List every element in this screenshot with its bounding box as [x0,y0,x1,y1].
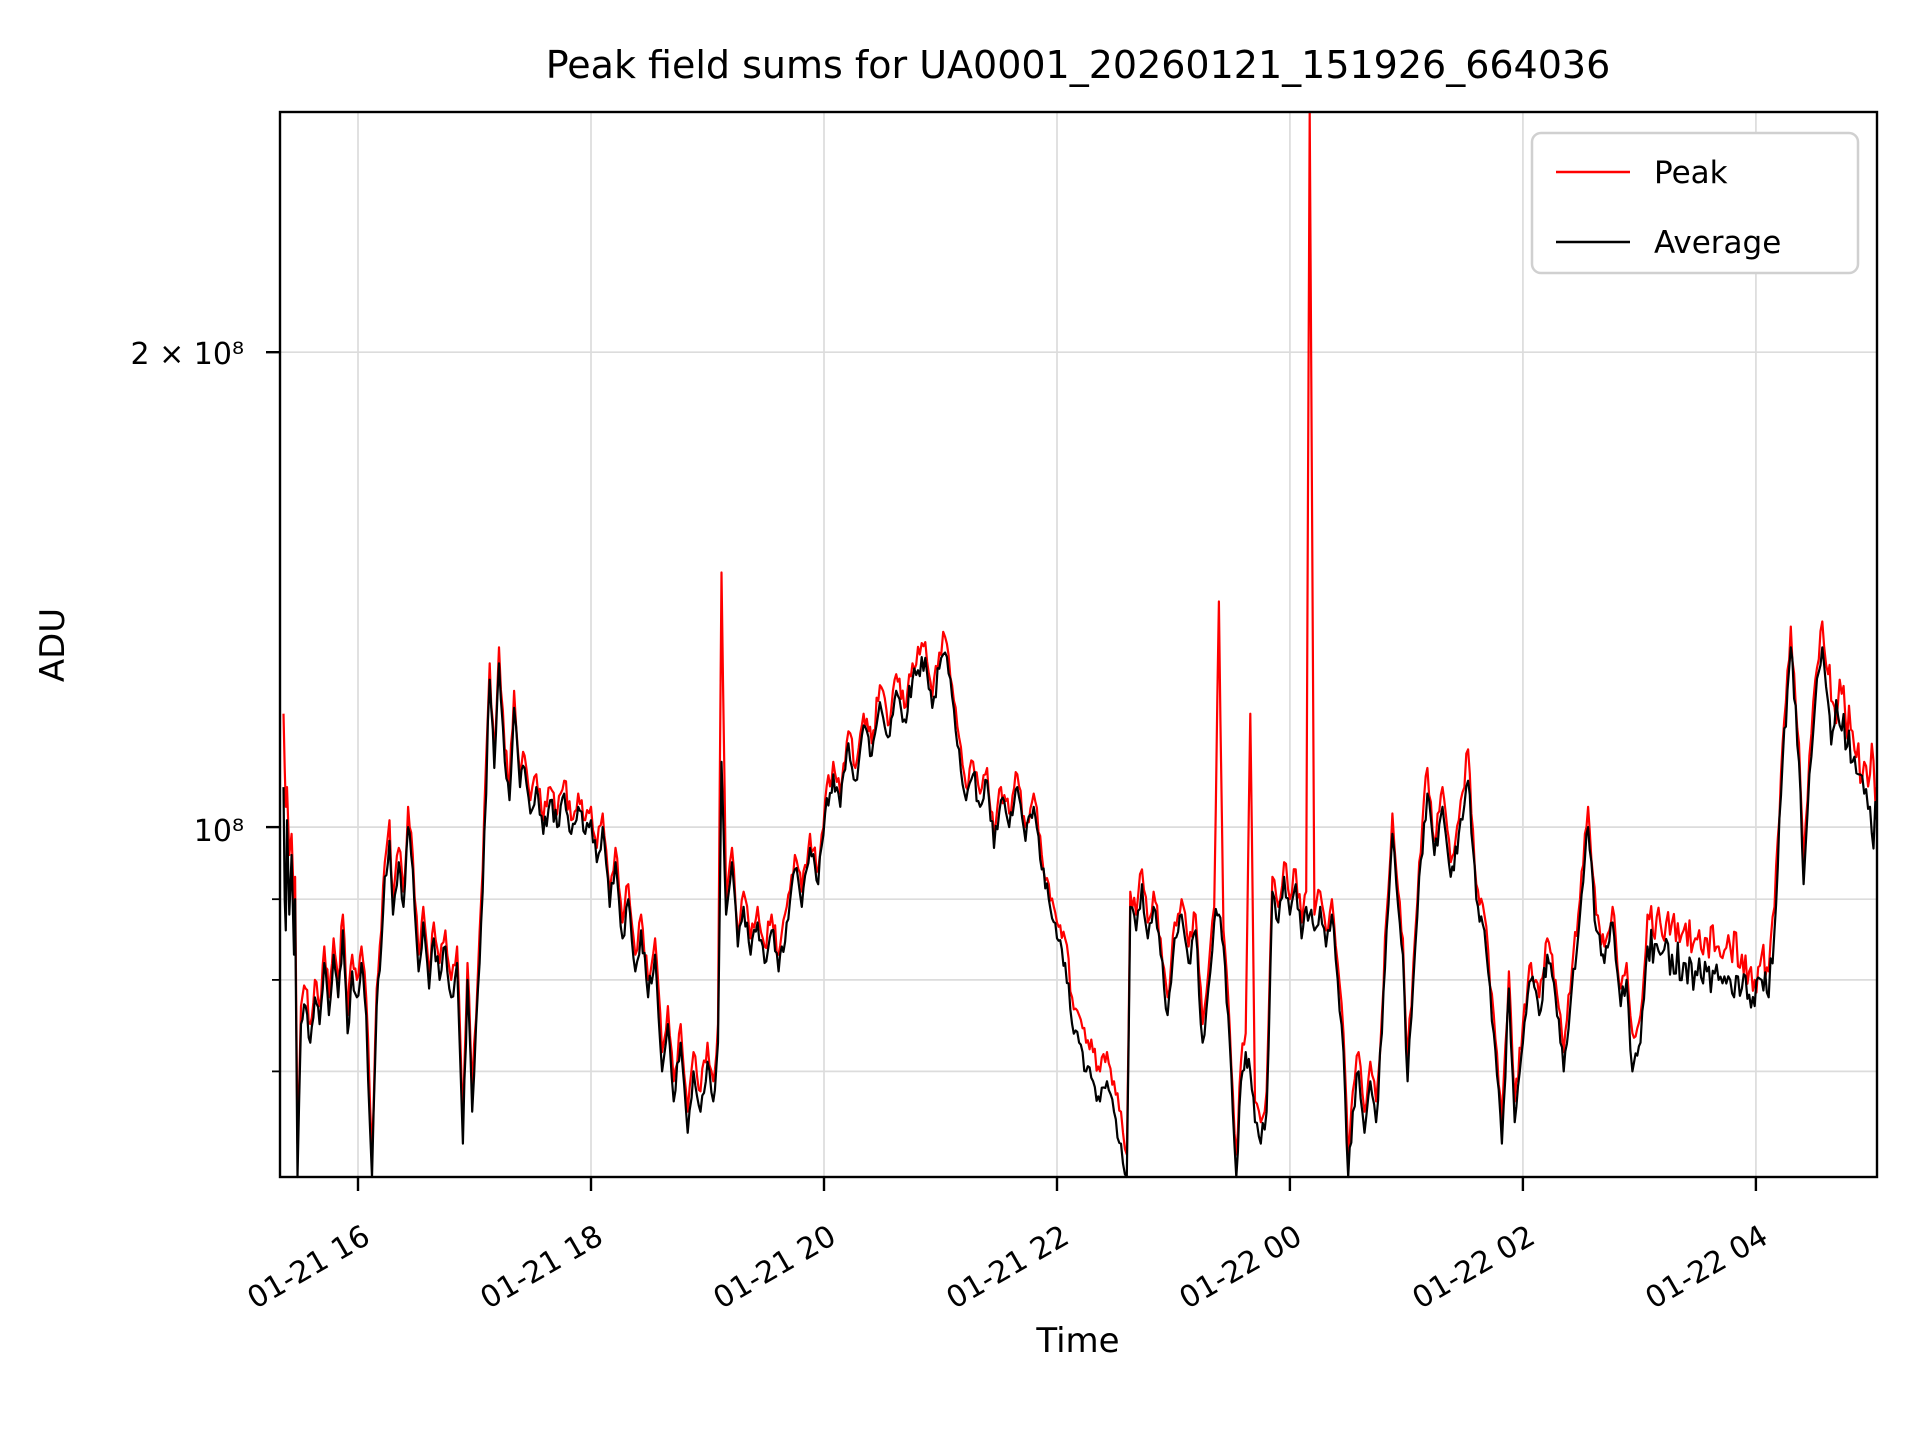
series-lines [282,110,1879,1179]
y-tick-labels: 2 × 10⁸ 10⁸ [131,337,245,849]
page-title: Peak field sums for UA0001_20260121_1519… [546,43,1611,87]
legend: Peak Average [1530,131,1860,275]
legend-label-peak: Peak [1654,155,1728,191]
legend-label-average: Average [1654,225,1781,261]
axis-ticks [266,351,1758,1191]
x-axis-label: Time [1035,1321,1119,1361]
grid [280,112,1877,1177]
y-tick-label-1e8: 10⁸ [194,814,244,849]
plot-border [278,110,1879,1179]
y-tick-label-2e8: 2 × 10⁸ [131,337,245,372]
y-axis-label: ADU [33,608,73,682]
legend-box [1530,131,1860,275]
average-line [282,646,1879,1179]
